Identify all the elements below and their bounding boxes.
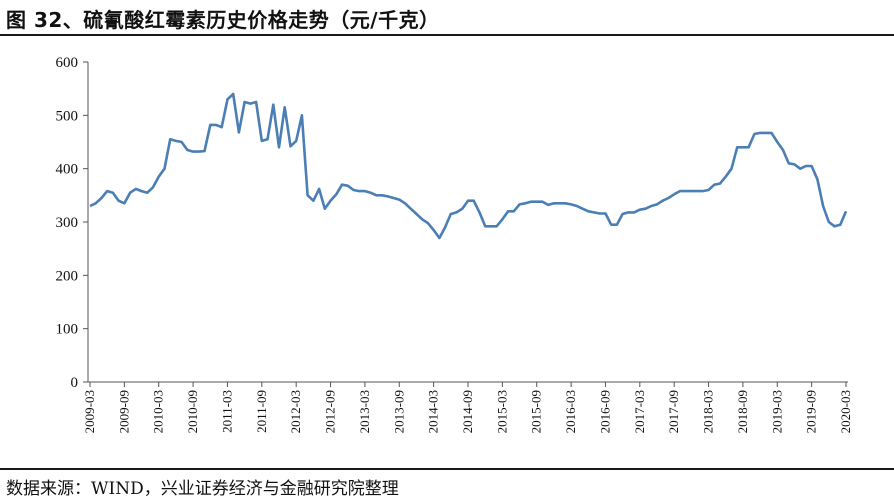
x-tick-label: 2019-03 xyxy=(769,390,784,433)
x-tick-label: 2018-09 xyxy=(735,390,750,433)
x-tick-label: 2014-03 xyxy=(426,390,441,433)
x-tick-label: 2011-03 xyxy=(219,390,234,433)
x-tick-label: 2010-03 xyxy=(151,390,166,433)
y-tick-label: 300 xyxy=(56,215,79,231)
x-tick-label: 2013-09 xyxy=(391,390,406,433)
x-tick-label: 2020-03 xyxy=(838,390,853,433)
x-tick-label: 2017-09 xyxy=(666,390,681,433)
x-tick-label: 2012-09 xyxy=(323,390,338,433)
source-note: 数据来源：WIND，兴业证券经济与金融研究院整理 xyxy=(6,479,399,499)
x-tick-label: 2009-03 xyxy=(82,390,97,433)
x-tick-label: 2017-03 xyxy=(632,390,647,433)
line-chart: 0 100 200 300 400 500 600 2009-03 2009-09 2010-0… xyxy=(56,55,854,433)
price-series-line xyxy=(89,92,848,240)
y-tick-label: 500 xyxy=(56,108,79,124)
x-tick-label: 2013-03 xyxy=(357,390,372,433)
chart-axes xyxy=(87,62,848,383)
title-underline xyxy=(0,34,894,36)
y-tick-label: 100 xyxy=(56,322,79,338)
y-tick-label: 400 xyxy=(56,162,79,178)
x-tick-label: 2012-03 xyxy=(288,390,303,433)
x-tick-label: 2011-09 xyxy=(254,390,269,433)
y-tick-label: 600 xyxy=(56,55,79,71)
x-tick-label: 2018-03 xyxy=(701,390,716,433)
footer-rule xyxy=(0,468,894,470)
y-tick-label: 0 xyxy=(71,375,79,391)
x-tick-label: 2014-09 xyxy=(460,390,475,433)
y-axis-ticks: 0 100 200 300 400 500 600 xyxy=(56,55,88,391)
x-axis-ticks: 2009-03 2009-09 2010-03 2010-09 2011-03 2011-… xyxy=(82,382,853,433)
x-tick-label: 2015-09 xyxy=(529,390,544,433)
x-tick-label: 2016-09 xyxy=(597,390,612,433)
x-tick-label: 2015-03 xyxy=(494,390,509,433)
x-tick-label: 2010-09 xyxy=(185,390,200,433)
y-tick-label: 200 xyxy=(56,268,79,284)
x-tick-label: 2019-09 xyxy=(804,390,819,433)
chart-title: 图 32、硫氰酸红霉素历史价格走势（元/千克） xyxy=(6,8,440,32)
x-tick-label: 2016-03 xyxy=(563,390,578,433)
x-tick-label: 2009-09 xyxy=(116,390,131,433)
